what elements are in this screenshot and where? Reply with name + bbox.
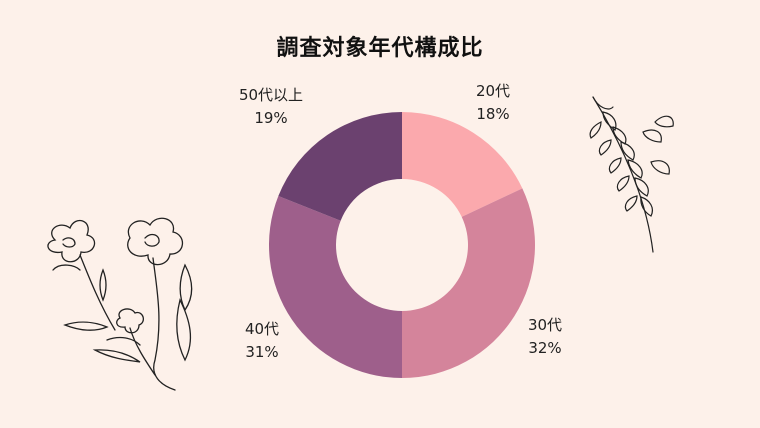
slice-label-50s-plus: 50代以上 19% <box>226 84 316 130</box>
slice-label-20s-value: 18% <box>476 105 510 123</box>
flower-line-art-icon <box>47 217 193 391</box>
slice-label-50s-plus-value: 19% <box>254 109 288 127</box>
slice-label-40s-value: 31% <box>245 343 279 361</box>
chart-title: 調査対象年代構成比 <box>276 36 484 61</box>
slice-label-30s-name: 30代 <box>527 316 563 334</box>
slice-label-20s-name: 20代 <box>475 82 511 100</box>
slice-label-30s-value: 32% <box>528 339 562 357</box>
donut-slice-50s-plus <box>278 111 402 221</box>
donut-slice-20s <box>402 112 523 217</box>
slice-label-40s: 40代 31% <box>227 318 297 364</box>
slice-label-30s: 30代 32% <box>510 314 580 360</box>
slice-label-40s-name: 40代 <box>244 320 280 338</box>
slice-label-50s-plus-name: 50代以上 <box>238 86 304 104</box>
donut-slice-30s <box>402 188 535 378</box>
slice-label-20s: 20代 18% <box>458 80 528 126</box>
leaf-branch-line-art-icon <box>589 96 674 253</box>
donut-slice-40s <box>269 196 402 378</box>
